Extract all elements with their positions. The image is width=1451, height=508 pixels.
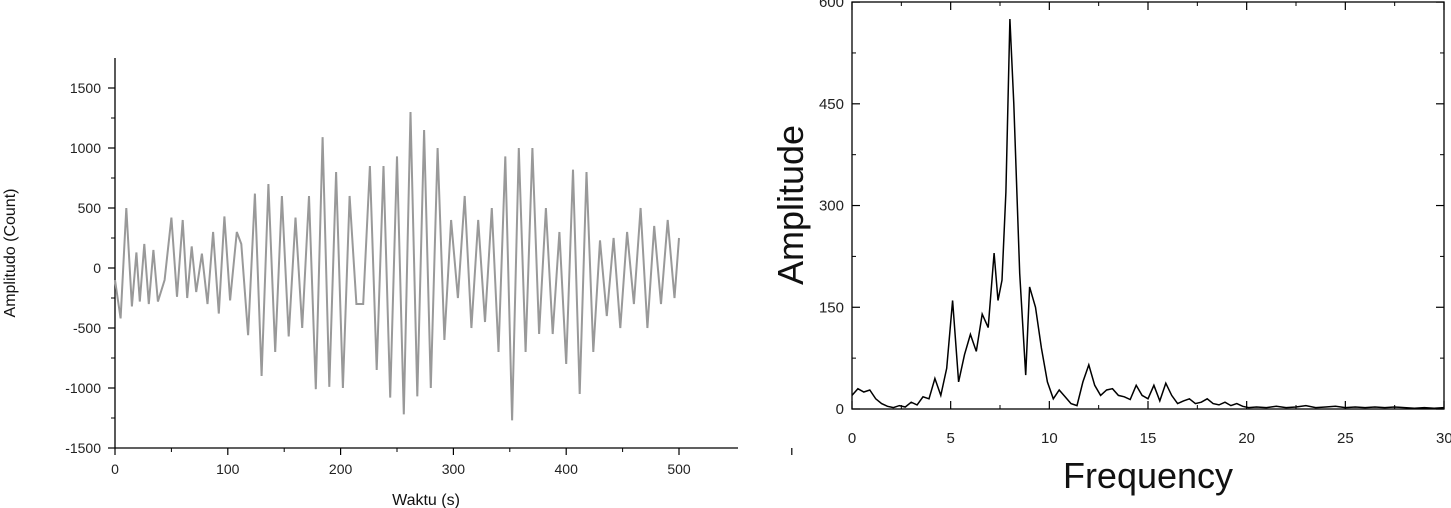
right-plot-frame <box>851 1 1445 410</box>
right-y-tick-label: 150 <box>819 299 844 316</box>
right-y-tick-label: 300 <box>819 198 844 215</box>
right-y-tick-label: 450 <box>819 96 844 113</box>
left-y-axis-title: Amplitudo (Count) <box>2 189 19 318</box>
left-y-tick-label: 1000 <box>70 140 101 156</box>
left-x-tick-label: 100 <box>216 461 240 477</box>
left-x-tick-label: 0 <box>111 461 119 477</box>
left-x-tick-label: 300 <box>442 461 466 477</box>
left-y-tick-label: 500 <box>78 200 102 216</box>
left-y-tick-label: 0 <box>93 260 101 276</box>
left-y-tick-label: -1000 <box>65 380 101 396</box>
right-x-tick-label: 15 <box>1140 430 1157 447</box>
right-x-tick-label: 25 <box>1337 430 1354 447</box>
right-x-tick-label: 5 <box>946 430 954 447</box>
right-y-tick-label: 0 <box>836 401 844 418</box>
right-series-line <box>851 18 1445 410</box>
left-y-tick-label: 1500 <box>70 80 101 96</box>
right-x-tick-label: 10 <box>1041 430 1058 447</box>
right-x-tick-label: 30 <box>1436 430 1451 447</box>
right-y-tick-label: 600 <box>819 0 844 11</box>
right-x-axis-title: Frequency <box>1063 455 1233 496</box>
left-y-tick-label: -1500 <box>65 440 101 456</box>
left-chart: 0 100 200 300 400 500 1500 1000 500 0 -500 -1000 -15… <box>2 58 793 508</box>
left-x-tick-label: 200 <box>329 461 353 477</box>
left-x-tick-label: 500 <box>667 461 691 477</box>
right-y-axis-title: Amplitude <box>770 125 811 285</box>
left-series-line <box>114 111 680 421</box>
left-x-tick-label: 400 <box>555 461 579 477</box>
left-y-tick-label: -500 <box>73 320 101 336</box>
right-x-tick-label: 20 <box>1238 430 1255 447</box>
left-x-axis-title: Waktu (s) <box>392 492 460 508</box>
right-x-tick-label: 0 <box>848 430 856 447</box>
